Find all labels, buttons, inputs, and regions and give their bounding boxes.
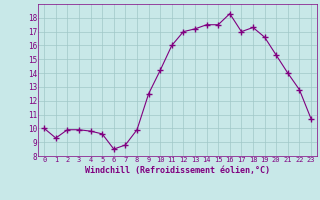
X-axis label: Windchill (Refroidissement éolien,°C): Windchill (Refroidissement éolien,°C): [85, 166, 270, 175]
